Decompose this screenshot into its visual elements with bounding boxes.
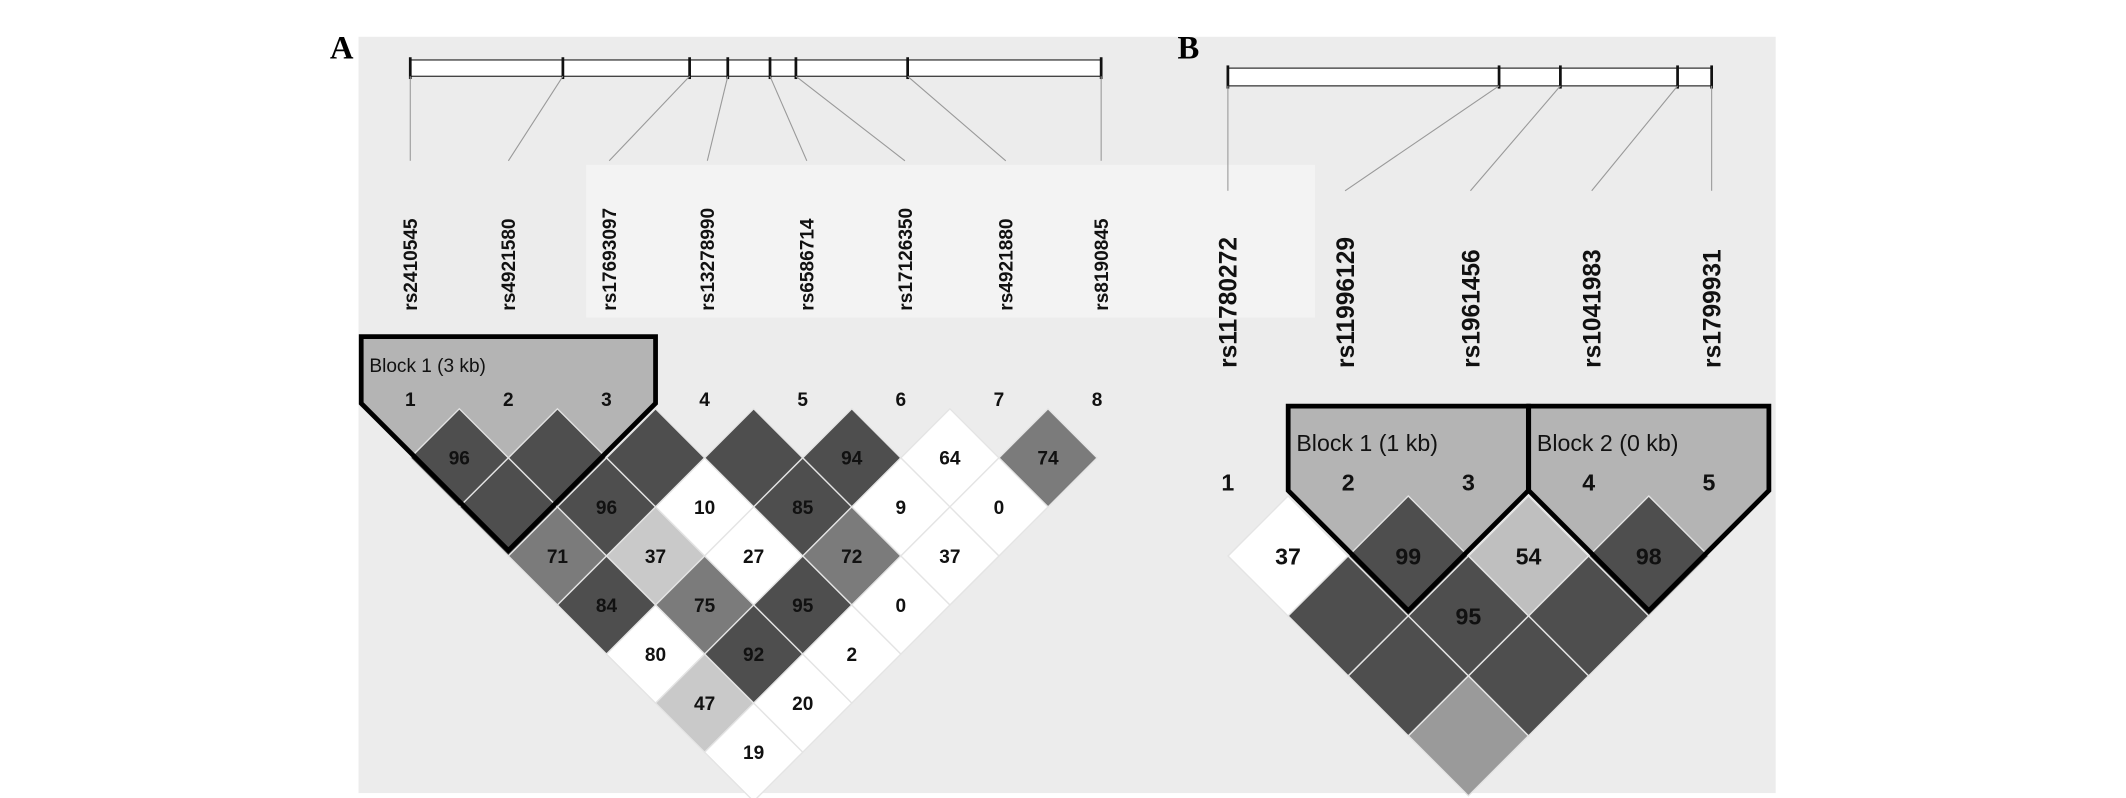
marker-number: 4 xyxy=(1582,470,1595,496)
ld-value: 95 xyxy=(792,596,814,617)
ld-value: 20 xyxy=(792,694,813,715)
snp-label: rs1961456 xyxy=(1458,249,1485,368)
ld-value: 47 xyxy=(694,694,715,715)
snp-label: rs11780272 xyxy=(1216,237,1243,368)
marker-connector-line xyxy=(769,76,808,162)
ld-value: 37 xyxy=(1275,543,1301,569)
ld-value: 75 xyxy=(694,596,716,617)
block-label: Block 1 (1 kb) xyxy=(1296,430,1438,456)
ld-cell xyxy=(1407,674,1530,797)
ld-value: 19 xyxy=(743,743,764,764)
marker-connector-line xyxy=(507,76,564,162)
ld-value: 37 xyxy=(939,547,960,568)
panel-b-letter: B xyxy=(1177,31,1199,67)
marker-number: 6 xyxy=(896,390,907,411)
snp-label: rs1041983 xyxy=(1580,249,1607,368)
marker-connector-line xyxy=(1344,85,1500,192)
marker-connector-line xyxy=(907,75,1007,162)
ld-value: 98 xyxy=(1636,543,1662,569)
snp-label: rs1799931 xyxy=(1699,249,1726,368)
ld-value: 71 xyxy=(547,547,569,568)
ld-value: 0 xyxy=(994,498,1005,519)
ld-value: 99 xyxy=(1395,543,1421,569)
ld-value: 0 xyxy=(896,596,907,617)
marker-number: 1 xyxy=(405,390,416,411)
snp-label: rs8190845 xyxy=(1092,218,1113,311)
marker-number: 3 xyxy=(1462,470,1475,496)
marker-number: 3 xyxy=(601,390,612,411)
haplotype-block-outline xyxy=(1285,403,1531,615)
ld-value: 74 xyxy=(1037,449,1059,470)
marker-connector-line xyxy=(608,75,691,162)
chromosome-ruler xyxy=(1227,67,1713,87)
ld-value: 84 xyxy=(596,596,618,617)
ld-cell xyxy=(703,702,804,798)
snp-label: rs13278990 xyxy=(698,208,719,311)
haplotype-block-outline xyxy=(1526,403,1772,615)
marker-connector-line xyxy=(1591,85,1679,192)
ld-value: 94 xyxy=(841,449,863,470)
ld-value: 95 xyxy=(1456,603,1482,629)
ld-value: 72 xyxy=(841,547,862,568)
marker-number: 5 xyxy=(797,390,808,411)
marker-connector-line xyxy=(706,76,729,161)
panel-b-ld-plot: rs11780272 rs11996129 rs1961456 rs1041983 rs… xyxy=(1216,65,1772,797)
ld-value: 27 xyxy=(743,547,764,568)
ld-value: 85 xyxy=(792,498,814,519)
ld-value: 64 xyxy=(939,449,961,470)
chromosome-ruler xyxy=(409,59,1102,77)
ld-value: 96 xyxy=(449,449,470,470)
block-label: Block 2 (0 kb) xyxy=(1537,430,1679,456)
snp-label: rs6586714 xyxy=(798,218,819,311)
marker-number: 7 xyxy=(994,390,1005,411)
marker-number: 4 xyxy=(699,390,710,411)
snp-label: rs4921880 xyxy=(997,218,1018,310)
ld-value: 80 xyxy=(645,645,666,666)
ld-value: 10 xyxy=(694,498,715,519)
snp-label: rs11996129 xyxy=(1333,237,1360,368)
block-label: Block 1 (3 kb) xyxy=(369,356,486,377)
marker-number: 2 xyxy=(503,390,514,411)
ld-value: 2 xyxy=(846,645,857,666)
ld-value: 37 xyxy=(645,547,666,568)
ld-value: 9 xyxy=(896,498,907,519)
marker-number: 1 xyxy=(1221,470,1234,496)
panel-a-letter: A xyxy=(330,31,354,67)
marker-connector-line xyxy=(1470,85,1561,192)
label-strip-background xyxy=(586,164,1316,318)
panel-a-ld-plot: rs2410545 rs4921580 rs17693097 rs13278990 rs… xyxy=(358,57,1113,798)
haplotype-block-outline xyxy=(358,334,658,554)
haplotype-block-fill xyxy=(361,336,656,551)
marker-number: 5 xyxy=(1702,470,1715,496)
ld-value: 96 xyxy=(596,498,617,519)
ld-value: 54 xyxy=(1516,543,1542,569)
snp-label: rs4921580 xyxy=(499,218,520,310)
snp-label: rs2410545 xyxy=(401,218,422,311)
marker-number: 2 xyxy=(1342,470,1355,496)
snp-label: rs17693097 xyxy=(600,208,621,311)
ld-value: 92 xyxy=(743,645,764,666)
marker-number: 8 xyxy=(1092,390,1103,411)
marker-connector-line xyxy=(795,75,906,162)
snp-label: rs17126350 xyxy=(896,208,917,311)
